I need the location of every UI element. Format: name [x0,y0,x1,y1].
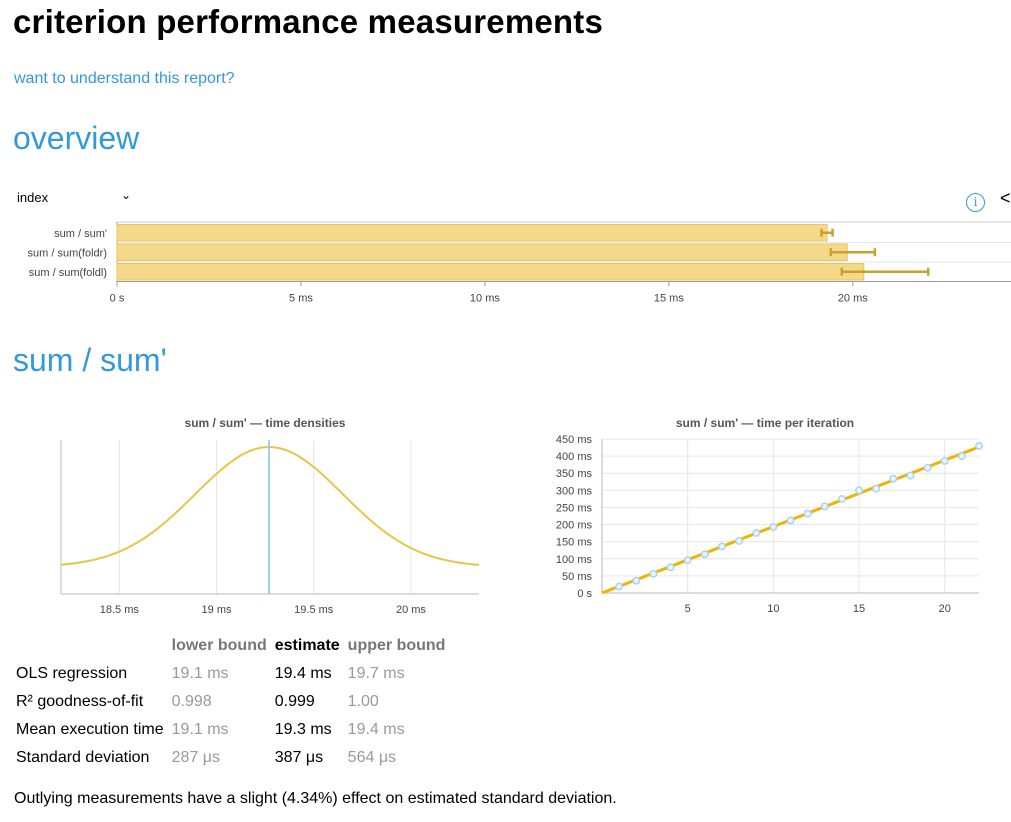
data-point [872,484,881,493]
data-point [975,441,983,450]
row-label: Standard deviation [16,749,150,766]
table-row: Mean execution time 19.1 ms 19.3 ms 19.4… [13,716,449,744]
bar [116,224,828,242]
category-label: sum / sum(foldl) [29,267,107,279]
upper-bound-value: 1.00 [347,693,379,710]
data-point [666,563,675,572]
overview-heading: overview [13,120,140,156]
y-tick-label: 300 ms [556,485,593,497]
data-point [632,576,641,585]
data-point [718,542,726,551]
x-tick-label: 0 s [110,293,125,305]
empty-header [13,632,168,660]
x-tick-label: 15 [853,603,865,615]
data-point [957,452,966,461]
x-tick-label: 5 ms [289,293,313,305]
table-row: OLS regression 19.1 ms 19.4 ms 19.7 ms [13,660,449,688]
table-row: R² goodness-of-fit 0.998 0.999 1.00 [13,688,449,716]
y-tick-label: 0 s [577,588,592,600]
x-tick-label: 10 [767,603,779,615]
estimates-table: lower bound estimate upper bound OLS reg… [13,632,449,772]
x-tick-label: 19 ms [202,604,232,616]
chevron-down-icon: ⌄ [120,188,131,202]
data-point [700,550,709,559]
y-tick-label: 450 ms [556,434,593,446]
data-point [923,463,932,472]
lower-bound-value: 19.1 ms [171,721,229,738]
page-title: criterion performance measurements [13,3,604,40]
x-tick-label: 20 ms [396,604,426,616]
bar [116,263,865,281]
y-tick-label: 100 ms [556,554,593,566]
y-tick-label: 50 ms [562,571,592,583]
upper-bound-value: 19.4 ms [347,721,405,738]
data-point [837,494,846,503]
data-point [889,474,898,483]
y-tick-label: 150 ms [556,537,593,549]
x-tick-label: 20 [939,603,951,615]
y-tick-label: 200 ms [556,520,593,532]
outlier-note: Outlying measurements have a slight (4.3… [14,790,617,807]
lower-bound-value: 287 μs [171,749,220,766]
data-point [615,582,624,591]
estimate-value: 19.3 ms [274,721,332,738]
data-point [769,523,778,531]
data-point [649,569,658,578]
x-tick-label: 10 ms [470,293,500,305]
y-tick-label: 400 ms [556,451,593,463]
estimate-value: 19.4 ms [274,665,332,682]
y-tick-label: 350 ms [556,468,593,480]
y-tick-label: 250 ms [556,502,593,514]
data-point [906,471,915,480]
chevron-left-icon[interactable]: < [1000,188,1011,208]
data-point [803,509,812,518]
lower-bound-value: 0.998 [171,693,212,710]
chart-title: sum / sum' — time densities [185,416,346,430]
overview-bar-chart: sum / sum' sum / sum(foldr) sum / sum(fold… [28,221,1011,305]
chart-title: sum / sum' — time per iteration [676,416,854,430]
upper-bound-header: upper bound [347,637,446,654]
row-label: OLS regression [16,665,128,682]
table-row: Standard deviation 287 μs 387 μs 564 μs [13,744,449,772]
row-label: Mean execution time [16,721,164,738]
x-tick-label: 20 ms [838,293,868,305]
data-point [683,556,692,565]
data-point [786,516,795,525]
upper-bound-value: 564 μs [347,749,397,766]
bar [116,243,848,261]
row-label: R² goodness-of-fit [16,693,144,710]
x-tick-label: 15 ms [654,293,684,305]
category-label: sum / sum(foldr) [28,247,107,259]
estimate-header: estimate [274,637,340,654]
time-per-iteration-chart: sum / sum' — time per iteration 0 s 50 ms 1… [556,416,983,615]
sort-select-value: index [17,190,49,205]
info-icon[interactable]: i [966,193,985,212]
estimate-value: 387 μs [274,749,324,766]
lower-bound-header: lower bound [171,637,267,654]
sort-select[interactable]: index ⌄ [13,186,135,208]
data-point [855,486,863,495]
section-heading: sum / sum' [13,342,167,378]
x-tick-label: 5 [685,603,691,615]
help-link[interactable]: want to understand this report? [14,70,235,87]
data-point [735,537,744,545]
data-point [752,529,761,538]
x-tick-label: 18.5 ms [100,604,140,616]
upper-bound-value: 19.7 ms [347,665,405,682]
time-density-chart: sum / sum' — time densities 18.5 ms 19 ms 1… [60,416,480,616]
data-point [820,502,829,511]
estimate-value: 0.999 [274,693,315,710]
x-tick-label: 19.5 ms [294,604,334,616]
category-label: sum / sum' [54,228,107,240]
data-point [940,456,949,465]
lower-bound-value: 19.1 ms [171,665,229,682]
